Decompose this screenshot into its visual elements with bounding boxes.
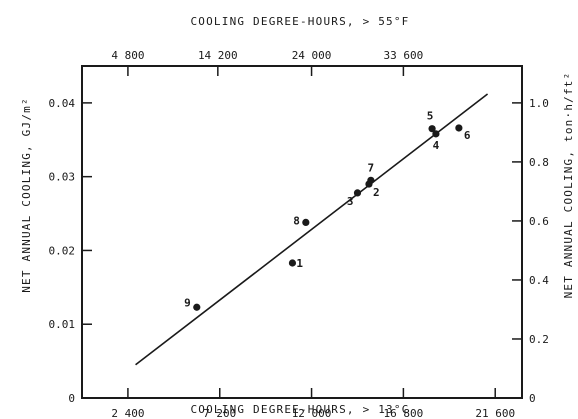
data-point-label: 5 — [427, 110, 434, 123]
bottom-tick-label: 2 400 — [111, 407, 144, 419]
top-tick-label: 14 200 — [198, 49, 238, 62]
top-tick-label: 33 600 — [384, 49, 424, 62]
right-tick-label: 0 — [529, 392, 536, 405]
right-tick-label: 0.2 — [529, 333, 549, 346]
axis-ticks — [82, 66, 522, 399]
data-point-7 — [367, 176, 375, 184]
data-point-3 — [353, 189, 362, 197]
left-tick-label: 0 — [68, 392, 75, 405]
data-point-label: 2 — [373, 186, 380, 199]
left-axis-title: NET ANNUAL COOLING, GJ/m² — [20, 97, 33, 293]
data-point-label: 1 — [296, 257, 303, 270]
bottom-tick-label: 12 000 — [292, 407, 332, 419]
right-tick-label: 0.6 — [529, 215, 549, 228]
bottom-tick-label: 16 800 — [384, 407, 424, 419]
data-point-6 — [455, 124, 463, 132]
right-tick-label: 0.4 — [529, 274, 549, 287]
left-tick-label: 0.04 — [49, 97, 76, 110]
right-tick-label: 1.0 — [529, 97, 549, 110]
right-tick-label: 0.8 — [529, 156, 549, 169]
data-point-5 — [428, 125, 436, 133]
bottom-tick-label: 7 200 — [203, 407, 236, 419]
bottom-axis-title: COOLING DEGREE-HOURS, > 13°C — [190, 403, 409, 416]
data-point-label: 3 — [347, 195, 354, 208]
data-point-label: 8 — [293, 214, 300, 227]
left-tick-label: 0.02 — [49, 244, 76, 257]
right-axis-title: NET ANNUAL COOLING, ton·h/ft² — [562, 72, 575, 299]
data-point-8 — [302, 218, 310, 227]
bottom-tick-label: 21 600 — [475, 407, 515, 419]
plot-frame — [81, 65, 523, 399]
data-point-label: 4 — [433, 139, 440, 152]
top-tick-label: 4 800 — [111, 49, 144, 62]
data-point-4 — [432, 130, 440, 138]
data-point-1 — [288, 259, 297, 267]
data-point-label: 9 — [184, 296, 191, 309]
top-axis-title: COOLING DEGREE-HOURS, > 55°F — [190, 15, 409, 28]
left-tick-label: 0.01 — [49, 318, 76, 331]
fit-line — [135, 93, 489, 366]
data-point-label: 7 — [368, 161, 375, 174]
data-point-9 — [193, 303, 201, 311]
data-points: 1 2 3 4 5 6 7 8 9 — [184, 110, 471, 311]
top-tick-label: 24 000 — [292, 49, 332, 62]
left-tick-label: 0.03 — [49, 171, 76, 184]
data-point-label: 6 — [464, 129, 471, 142]
